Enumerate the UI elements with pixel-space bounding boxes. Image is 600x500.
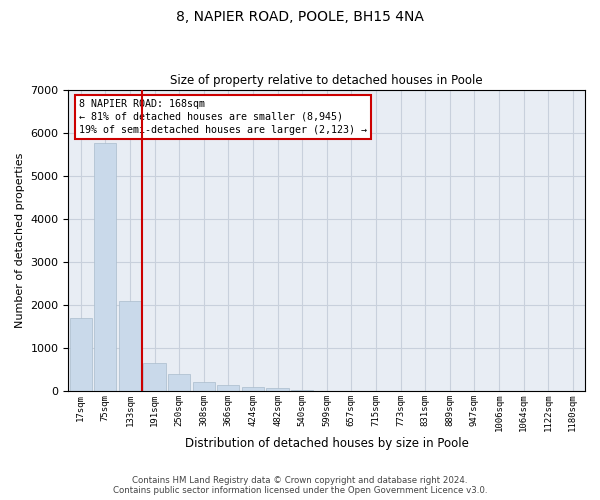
- Text: 8 NAPIER ROAD: 168sqm
← 81% of detached houses are smaller (8,945)
19% of semi-d: 8 NAPIER ROAD: 168sqm ← 81% of detached …: [79, 98, 367, 135]
- Title: Size of property relative to detached houses in Poole: Size of property relative to detached ho…: [170, 74, 483, 87]
- Bar: [94, 144, 116, 391]
- Bar: [291, 390, 313, 391]
- Bar: [193, 382, 215, 391]
- Bar: [242, 388, 264, 391]
- Bar: [168, 374, 190, 391]
- X-axis label: Distribution of detached houses by size in Poole: Distribution of detached houses by size …: [185, 437, 469, 450]
- Bar: [143, 363, 166, 391]
- Bar: [266, 388, 289, 391]
- Bar: [217, 386, 239, 391]
- Bar: [119, 300, 141, 391]
- Text: Contains HM Land Registry data © Crown copyright and database right 2024.
Contai: Contains HM Land Registry data © Crown c…: [113, 476, 487, 495]
- Y-axis label: Number of detached properties: Number of detached properties: [15, 152, 25, 328]
- Text: 8, NAPIER ROAD, POOLE, BH15 4NA: 8, NAPIER ROAD, POOLE, BH15 4NA: [176, 10, 424, 24]
- Bar: [70, 318, 92, 391]
